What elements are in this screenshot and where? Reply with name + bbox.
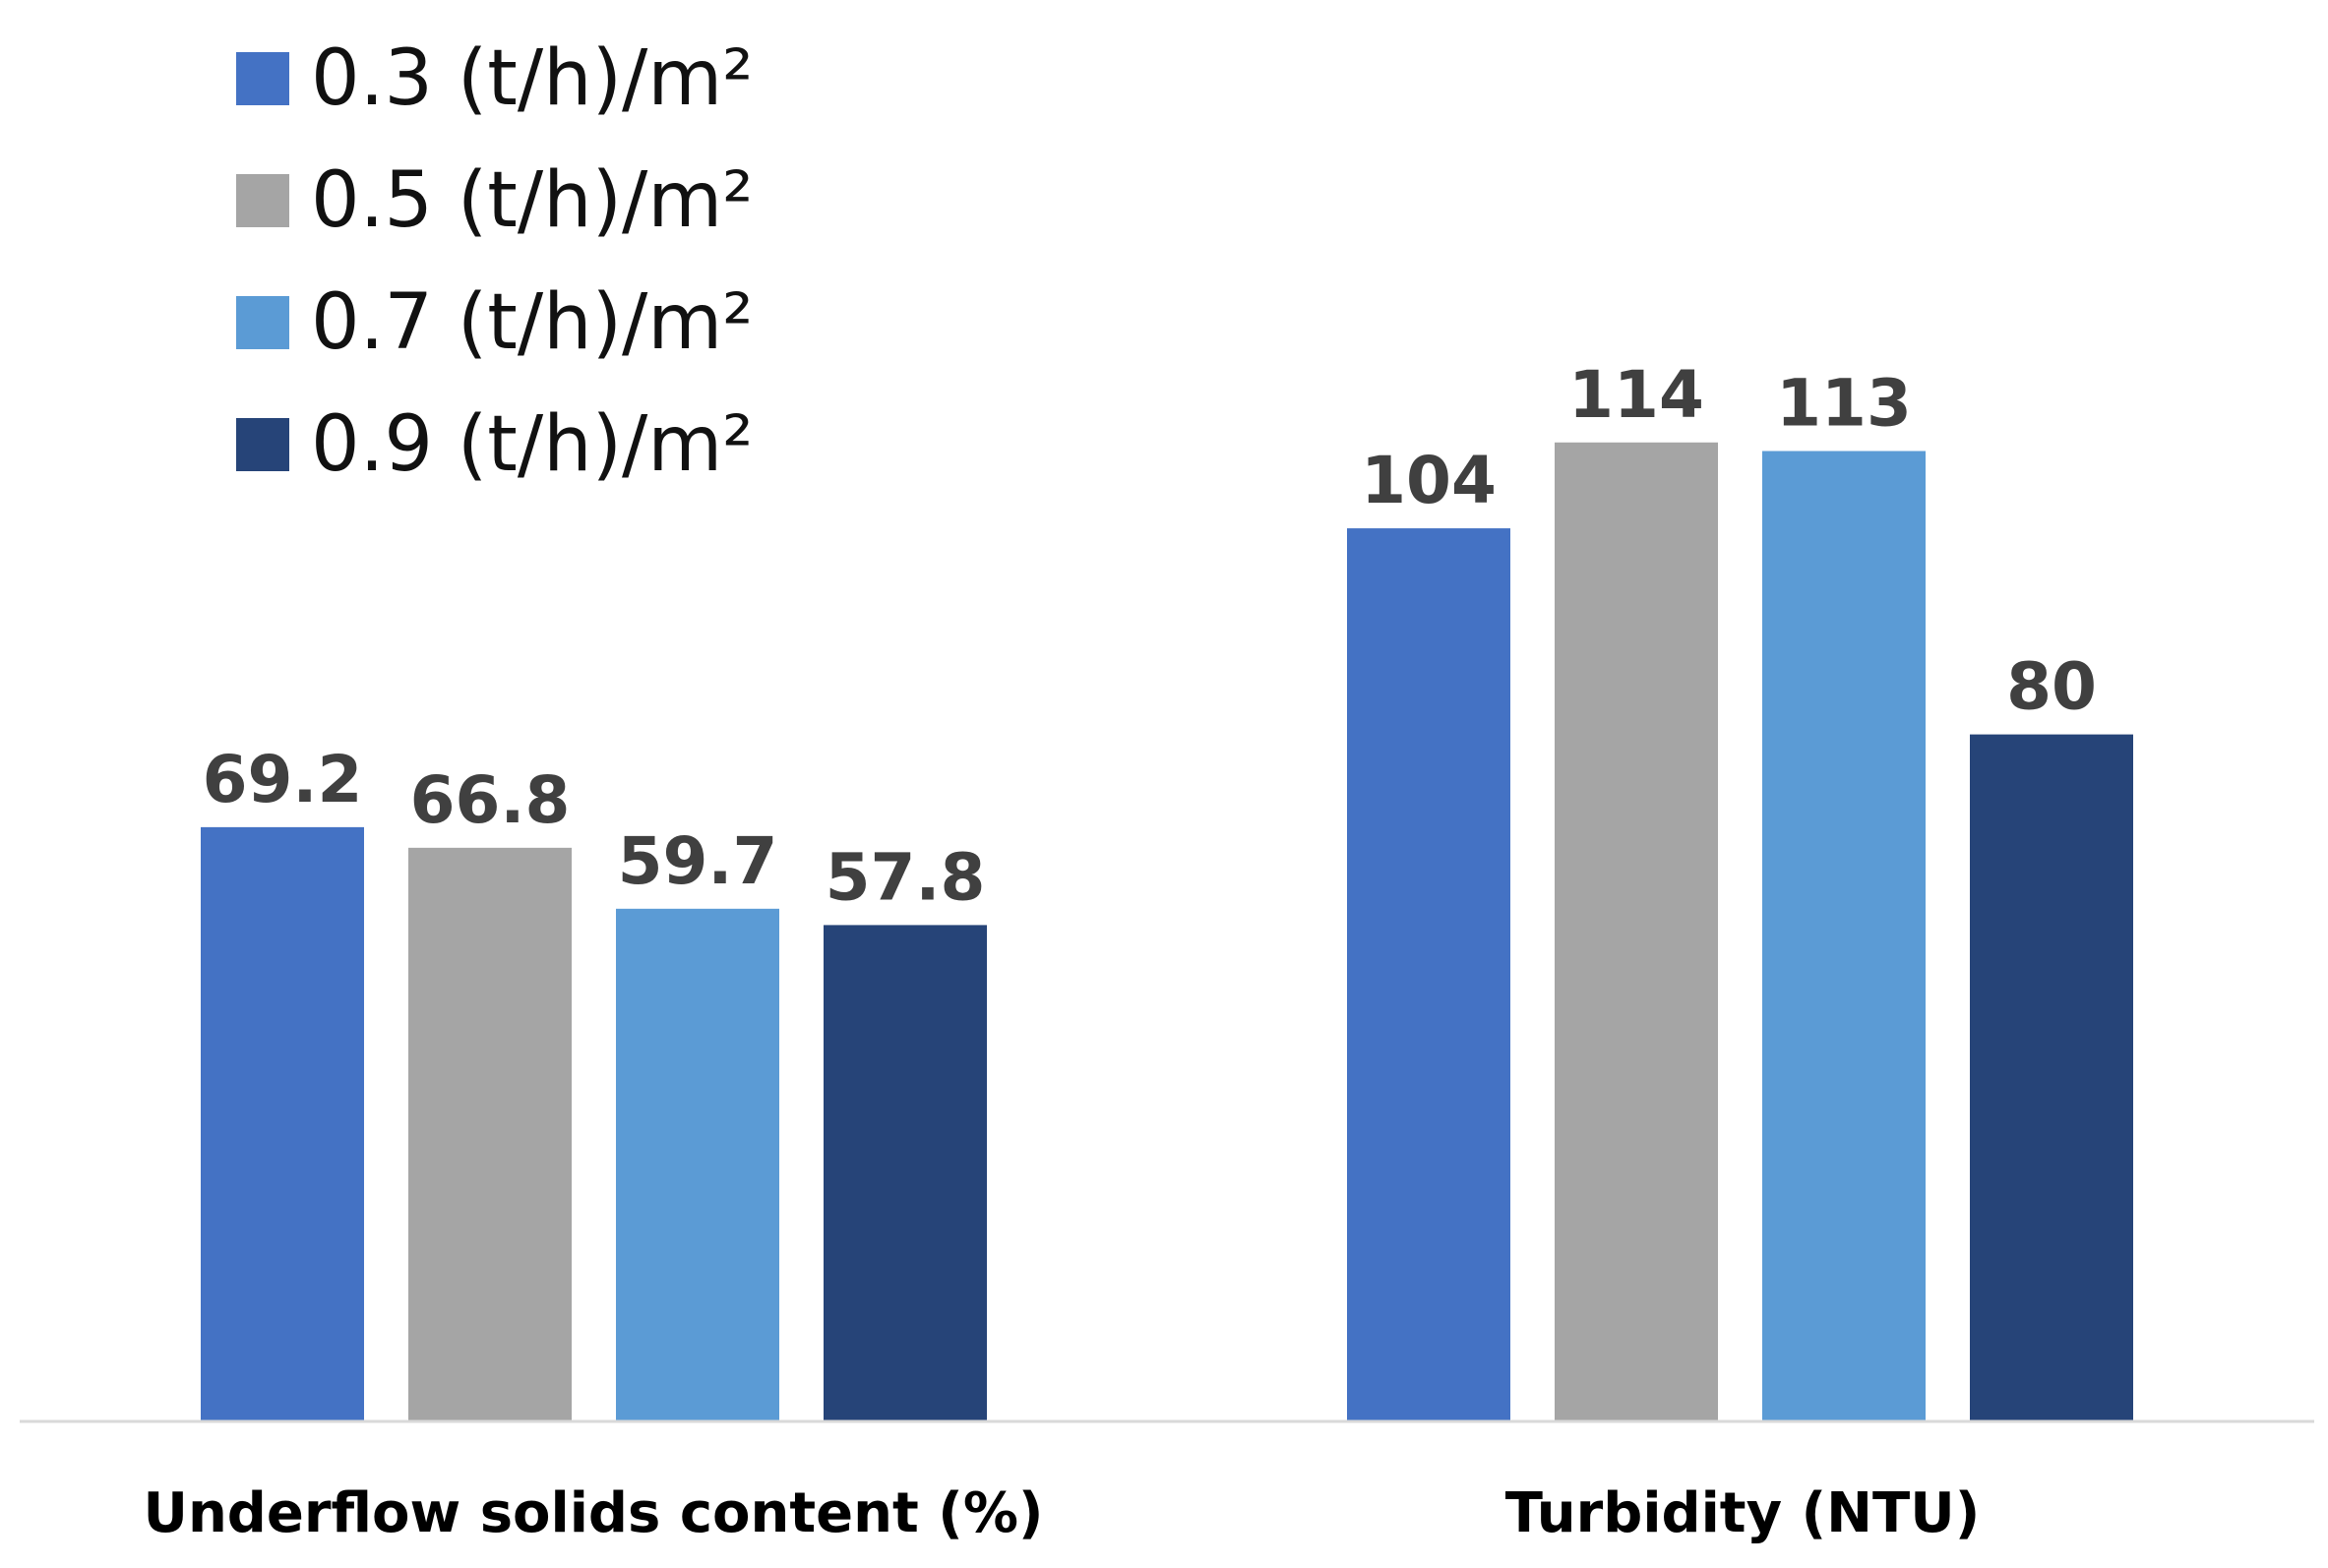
legend-label-0.3: 0.3 (t/h)/m²	[311, 34, 754, 123]
bar-turbidity-series-2	[1762, 451, 1926, 1421]
bar-underflow-series-1	[408, 847, 572, 1421]
legend-item-0.7: 0.7 (t/h)/m²	[236, 262, 754, 384]
legend: 0.3 (t/h)/m² 0.5 (t/h)/m² 0.7 (t/h)/m² 0…	[236, 18, 754, 506]
legend-swatch-0.3	[236, 52, 289, 105]
bars-group	[201, 442, 2133, 1421]
legend-item-0.9: 0.9 (t/h)/m²	[236, 384, 754, 506]
legend-swatch-0.9	[236, 418, 289, 471]
value-label-turbidity-series-3: 80	[2006, 649, 2097, 725]
bar-turbidity-series-0	[1347, 528, 1510, 1421]
legend-swatch-0.5	[236, 174, 289, 227]
bar-underflow-series-2	[616, 908, 779, 1421]
value-label-underflow-series-1: 66.8	[410, 762, 571, 838]
bar-turbidity-series-3	[1970, 734, 2133, 1421]
legend-label-0.9: 0.9 (t/h)/m²	[311, 400, 754, 489]
value-label-turbidity-series-0: 104	[1361, 443, 1497, 518]
value-label-underflow-series-0: 69.2	[203, 742, 363, 817]
category-label-underflow: Underflow solids content (%)	[143, 1481, 1043, 1545]
bar-underflow-series-0	[201, 826, 364, 1421]
bar-turbidity-series-1	[1555, 442, 1718, 1421]
value-label-turbidity-series-1: 114	[1568, 357, 1704, 433]
legend-swatch-0.7	[236, 296, 289, 349]
value-label-turbidity-series-2: 113	[1776, 366, 1912, 442]
category-label-turbidity: Turbidity (NTU)	[1505, 1481, 1981, 1545]
legend-item-0.5: 0.5 (t/h)/m²	[236, 140, 754, 262]
bar-underflow-series-3	[824, 925, 987, 1421]
legend-label-0.7: 0.7 (t/h)/m²	[311, 278, 754, 367]
value-label-underflow-series-2: 59.7	[618, 823, 778, 899]
value-labels-group: 69.2 66.8 59.7 57.8 104 114 113 80	[203, 357, 2097, 916]
category-labels-group: Underflow solids content (%) Turbidity (…	[143, 1481, 1980, 1545]
value-label-underflow-series-3: 57.8	[826, 839, 986, 915]
legend-label-0.5: 0.5 (t/h)/m²	[311, 156, 754, 245]
legend-item-0.3: 0.3 (t/h)/m²	[236, 18, 754, 140]
